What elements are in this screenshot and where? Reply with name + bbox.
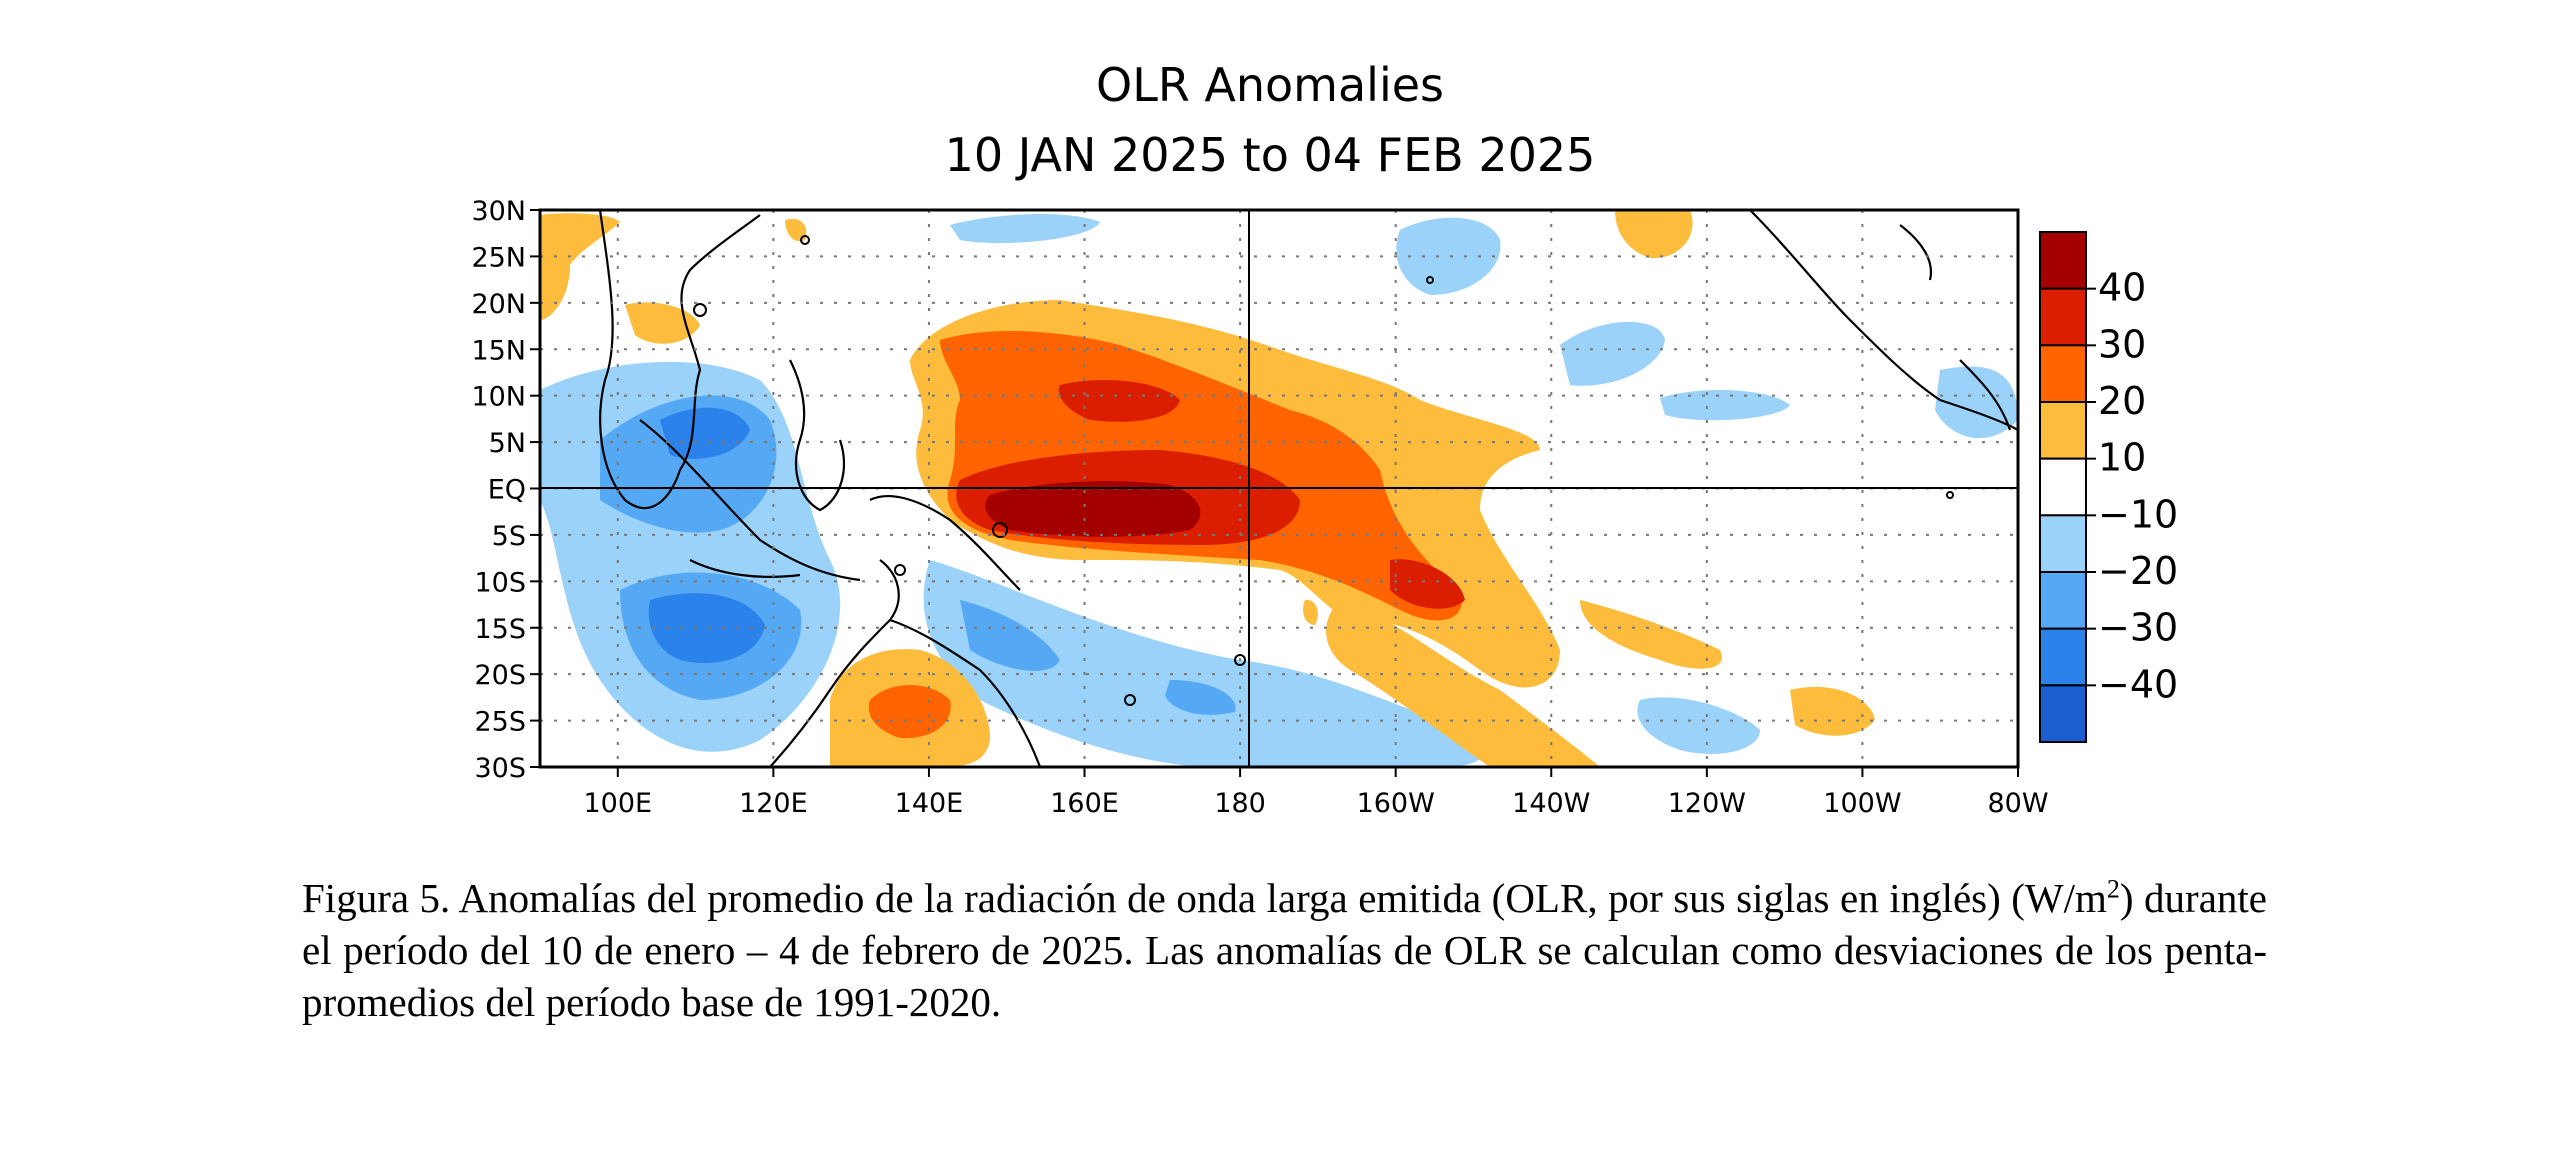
caption-superscript: 2 [2106, 874, 2120, 904]
colorbar-tick-label: 30 [2098, 322, 2146, 366]
x-tick-label: 160W [1357, 788, 1435, 819]
colorbar-bin [2039, 401, 2087, 460]
negative-anomaly-patches [950, 214, 2018, 754]
colorbar-tick-label: 10 [2098, 436, 2146, 480]
chart-title: OLR Anomalies [1095, 58, 1444, 112]
x-tick-label: 160E [1050, 788, 1119, 819]
x-tick-label: 80W [1987, 788, 2048, 819]
colorbar-bin [2039, 457, 2087, 517]
y-tick-label: 20N [471, 289, 526, 320]
chart-subtitle: 10 JAN 2025 to 04 FEB 2025 [944, 128, 1596, 182]
x-tick-label: 120W [1668, 788, 1746, 819]
positive-anomaly-australia [830, 649, 990, 767]
caption-part2: ) durante el período del 10 de enero – 4… [302, 875, 2267, 1025]
y-tick-label: 25N [471, 242, 526, 273]
colorbar-tick-label: −20 [2098, 549, 2178, 593]
colorbar-bin [2039, 571, 2087, 630]
x-tick-label: 100E [583, 788, 652, 819]
colorbar-bin [2039, 231, 2087, 290]
y-tick-label: 15N [471, 335, 526, 366]
colorbar-tick-label: 40 [2098, 266, 2146, 310]
colorbar: 40 30 20 10 −10 −20 −30 −40 [2039, 231, 2178, 743]
y-tick-label: 15S [475, 614, 527, 645]
coastlines [598, 210, 2018, 767]
y-axis: 30N 25N 20N 15N 10N 5N EQ 5S 10S 15S 20S 25S 30S [471, 196, 540, 784]
y-tick-label: 30S [475, 753, 527, 784]
y-tick-label: 5N [489, 428, 526, 459]
negative-anomaly-spcz [923, 560, 1485, 767]
y-tick-label: 10S [475, 567, 527, 598]
islands [693, 235, 1954, 706]
grid [540, 210, 2018, 767]
x-axis: 100E 120E 140E 160E 180 160W 140W 120W 100W 80W [583, 767, 2049, 819]
figure-caption: Figura 5. Anomalías del promedio de la r… [302, 872, 2267, 1028]
positive-anomaly-southeast-pacific [1326, 600, 1875, 767]
colorbar-bin [2039, 287, 2087, 347]
positive-anomaly-central-pacific [910, 300, 1560, 688]
x-tick-label: 100W [1823, 788, 1901, 819]
y-tick-label: 5S [492, 521, 526, 552]
colorbar-tick-label: 20 [2098, 379, 2146, 423]
y-tick-label: EQ [488, 475, 526, 506]
positive-anomaly-patches [540, 210, 1693, 625]
y-tick-label: 30N [471, 196, 526, 227]
x-tick-label: 180 [1214, 788, 1266, 819]
colorbar-tick-label: −10 [2098, 492, 2178, 536]
y-tick-label: 20S [475, 660, 527, 691]
x-tick-label: 140E [895, 788, 964, 819]
colorbar-tick-label: −40 [2098, 662, 2178, 706]
colorbar-bin [2039, 344, 2087, 404]
x-tick-label: 140W [1512, 788, 1590, 819]
colorbar-bin [2039, 627, 2087, 687]
x-tick-label: 120E [739, 788, 808, 819]
colorbar-tick-label: −30 [2098, 606, 2178, 650]
y-tick-label: 25S [475, 707, 527, 738]
colorbar-bin [2039, 514, 2087, 573]
colorbar-bin [2039, 684, 2087, 743]
negative-anomaly-maritime-continent [540, 361, 841, 752]
caption-part1: Figura 5. Anomalías del promedio de la r… [302, 875, 2107, 921]
y-tick-label: 10N [471, 382, 526, 413]
